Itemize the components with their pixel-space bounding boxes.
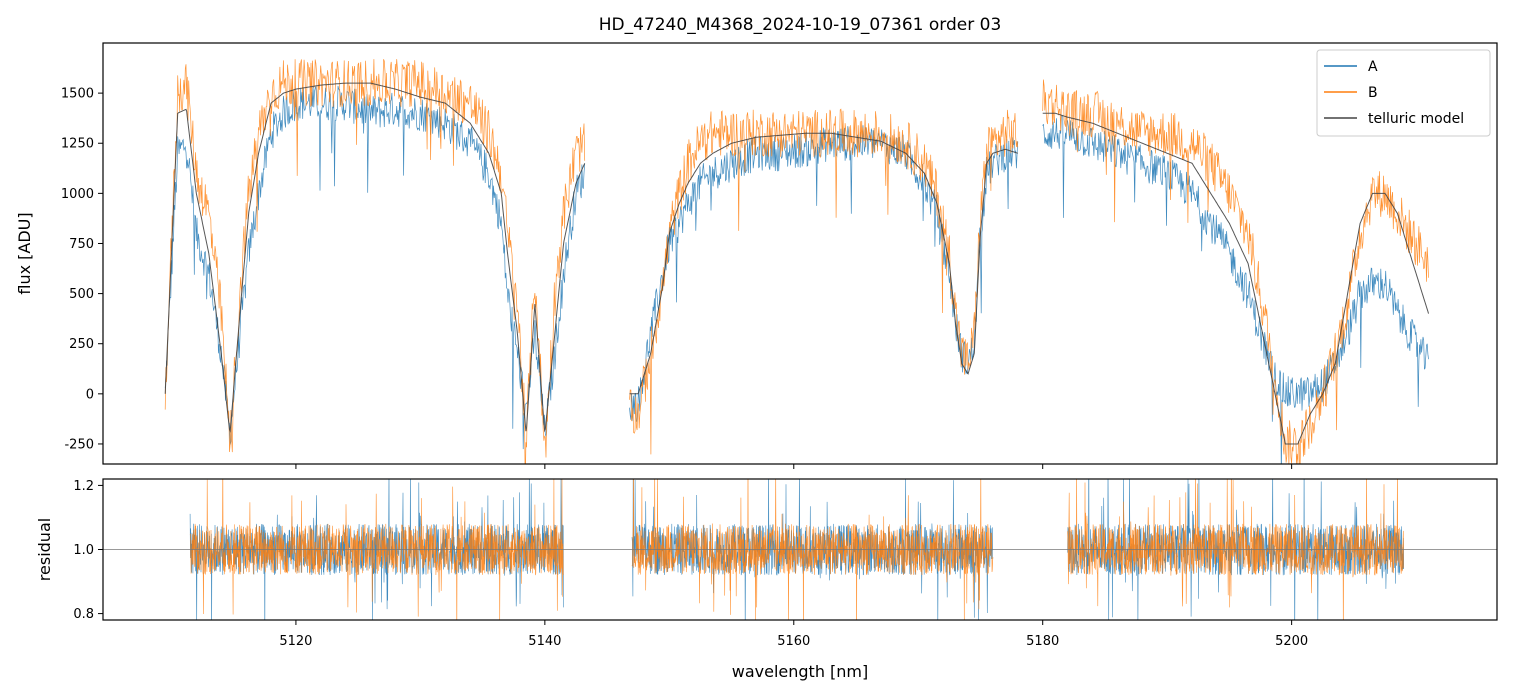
flux-y-axis-label: flux [ADU]	[15, 212, 34, 294]
residual-x-tick-label: 5120	[279, 634, 312, 649]
flux-y-tick-label: -250	[64, 437, 94, 452]
residual-x-tick-label: 5180	[1026, 634, 1059, 649]
residual-x-ticks: 5120 5140 5160 5180 5200	[279, 620, 1308, 649]
residual-y-ticks: 0.8 1.0 1.2	[73, 479, 103, 622]
series-line-telluric-model-segment-3	[1042, 112, 1429, 445]
series-line-b-segment-2	[629, 108, 1019, 455]
residual-line-a-segment-1	[189, 479, 564, 620]
flux-y-tick-label: 250	[69, 337, 94, 352]
series-line-a-segment-3	[1042, 115, 1429, 464]
flux-y-tick-label: 0	[86, 387, 94, 402]
series-line-b-segment-1	[164, 59, 586, 464]
legend-label-a: A	[1368, 59, 1378, 75]
flux-y-tick-label: 750	[69, 237, 94, 252]
legend-frame	[1316, 49, 1491, 137]
flux-y-tick-label: 1500	[61, 87, 94, 102]
flux-y-tick-label: 500	[69, 287, 94, 302]
series-line-a-segment-2	[629, 125, 1019, 422]
residual-series-group	[103, 479, 1497, 620]
residual-panel: 0.81.01.2 5120 5140 5160 5180 5200 residual …	[35, 478, 1498, 681]
residual-x-tick-label: 5140	[528, 634, 561, 649]
flux-x-ticks	[295, 464, 1293, 469]
residual-y-axis-label: residual	[35, 518, 54, 581]
series-line-telluric-model-segment-1	[164, 82, 586, 433]
chart-title: HD_47240_M4368_2024-10-19_07361 order 03	[599, 15, 1002, 35]
flux-y-ticks: -250 0 250 500 750 1000 1250 1500	[61, 87, 103, 452]
residual-y-tick-label: 1.0	[73, 543, 94, 558]
series-line-b-segment-3	[1042, 79, 1429, 464]
residual-x-tick-label: 5160	[777, 634, 810, 649]
flux-axes-frame	[102, 42, 1498, 465]
legend-label-telluric: telluric model	[1368, 111, 1464, 127]
residual-line-b-segment-2	[631, 479, 994, 620]
legend-label-b: B	[1368, 85, 1378, 101]
flux-panel: -250 0 250 500 750 1000 1250 1500 flux [ADU] A …	[15, 42, 1498, 469]
legend: A B telluric model	[1316, 49, 1491, 137]
residual-y-tick-label: 0.8	[73, 607, 94, 622]
residual-x-tick-label: 5200	[1275, 634, 1308, 649]
flux-y-tick-label: 1250	[61, 137, 94, 152]
residual-line-b-segment-3	[1067, 479, 1404, 620]
residual-line-b-segment-1	[189, 479, 564, 620]
series-line-a-segment-1	[164, 85, 586, 450]
residual-y-tick-label: 1.2	[73, 479, 94, 494]
flux-y-tick-label: 1000	[61, 187, 94, 202]
x-axis-label: wavelength [nm]	[732, 662, 869, 681]
series-line-telluric-model-segment-2	[629, 132, 1018, 395]
flux-series-group	[164, 59, 1429, 464]
